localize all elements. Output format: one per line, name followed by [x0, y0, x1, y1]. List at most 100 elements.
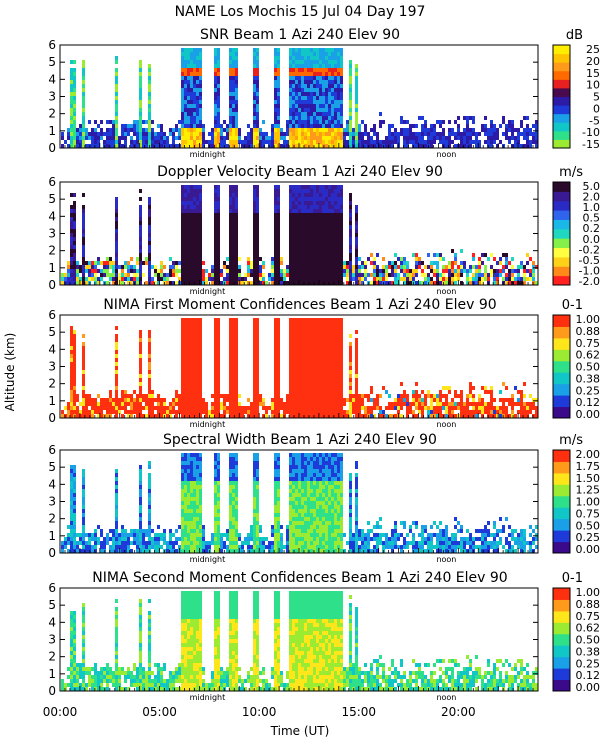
heatmap-cell: [445, 136, 448, 140]
heatmap-cell: [148, 140, 151, 144]
heatmap-cell: [70, 394, 73, 398]
heatmap-cell: [184, 60, 187, 64]
heatmap-cell: [469, 410, 472, 414]
heatmap-cell: [316, 318, 319, 322]
heatmap-cell: [517, 265, 520, 269]
heatmap-cell: [301, 193, 304, 197]
heatmap-cell: [193, 233, 196, 237]
heatmap-cell: [511, 406, 514, 410]
heatmap-cell: [100, 406, 103, 410]
heatmap-cell: [358, 273, 361, 277]
heatmap-cell: [250, 281, 253, 285]
heatmap-cell: [358, 144, 361, 148]
heatmap-cell: [337, 241, 340, 245]
heatmap-cell: [349, 68, 352, 72]
heatmap-cell: [322, 132, 325, 136]
heatmap-cell: [292, 112, 295, 116]
heatmap-cell: [346, 277, 349, 281]
heatmap-cell: [184, 84, 187, 88]
heatmap-cell: [187, 410, 190, 414]
heatmap-cell: [481, 261, 484, 265]
heatmap-cell: [319, 225, 322, 229]
heatmap-cell: [301, 132, 304, 136]
heatmap-cell: [325, 100, 328, 104]
heatmap-cell: [355, 68, 358, 72]
heatmap-cell: [466, 402, 469, 406]
heatmap-cell: [70, 350, 73, 354]
heatmap-cell: [184, 342, 187, 346]
heatmap-cell: [70, 132, 73, 136]
heatmap-cell: [334, 249, 337, 253]
heatmap-cell: [196, 334, 199, 338]
heatmap-cell: [217, 189, 220, 193]
heatmap-cell: [256, 233, 259, 237]
heatmap-cell: [217, 346, 220, 350]
heatmap-cell: [274, 342, 277, 346]
heatmap-cell: [169, 406, 172, 410]
heatmap-cell: [217, 213, 220, 217]
heatmap-cell: [265, 406, 268, 410]
heatmap-cell: [73, 257, 76, 261]
heatmap-cell: [469, 394, 472, 398]
heatmap-cell: [472, 116, 475, 120]
heatmap-cell: [196, 390, 199, 394]
heatmap-cell: [304, 386, 307, 390]
heatmap-cell: [283, 277, 286, 281]
heatmap-cell: [85, 394, 88, 398]
heatmap-cell: [181, 366, 184, 370]
heatmap-cell: [289, 326, 292, 330]
heatmap-cell: [520, 265, 523, 269]
heatmap-cell: [73, 366, 76, 370]
heatmap-cell: [391, 281, 394, 285]
heatmap-cell: [310, 104, 313, 108]
heatmap-cell: [181, 124, 184, 128]
heatmap-cell: [334, 261, 337, 265]
heatmap-cell: [193, 193, 196, 197]
heatmap-cell: [193, 386, 196, 390]
heatmap-cell: [295, 64, 298, 68]
heatmap-cell: [277, 277, 280, 281]
heatmap-cell: [340, 245, 343, 249]
heatmap-cell: [193, 140, 196, 144]
heatmap-cell: [316, 261, 319, 265]
colorbar-segment: [553, 139, 570, 149]
heatmap-cell: [115, 237, 118, 241]
heatmap-cell: [295, 370, 298, 374]
heatmap-cell: [355, 350, 358, 354]
heatmap-cell: [316, 84, 319, 88]
heatmap-cell: [457, 116, 460, 120]
heatmap-cell: [343, 398, 346, 402]
heatmap-cell: [298, 273, 301, 277]
heatmap-cell: [304, 410, 307, 414]
heatmap-cell: [316, 362, 319, 366]
heatmap-cell: [190, 217, 193, 221]
heatmap-cell: [292, 390, 295, 394]
heatmap-cell: [184, 100, 187, 104]
heatmap-cell: [274, 213, 277, 217]
heatmap-cell: [232, 88, 235, 92]
heatmap-cell: [292, 96, 295, 100]
heatmap-cell: [319, 88, 322, 92]
heatmap-cell: [439, 257, 442, 261]
heatmap-cell: [148, 382, 151, 386]
heatmap-cell: [214, 96, 217, 100]
heatmap-cell: [349, 382, 352, 386]
heatmap-cell: [406, 414, 409, 418]
heatmap-cell: [409, 281, 412, 285]
heatmap-cell: [331, 221, 334, 225]
heatmap-cell: [283, 281, 286, 285]
heatmap-cell: [319, 398, 322, 402]
heatmap-cell: [472, 394, 475, 398]
heatmap-cell: [217, 342, 220, 346]
heatmap-cell: [340, 374, 343, 378]
heatmap-cell: [277, 394, 280, 398]
heatmap-cell: [385, 390, 388, 394]
heatmap-cell: [295, 342, 298, 346]
heatmap-cell: [328, 354, 331, 358]
heatmap-cell: [253, 330, 256, 334]
heatmap-cell: [292, 221, 295, 225]
heatmap-cell: [418, 261, 421, 265]
heatmap-cell: [88, 394, 91, 398]
heatmap-cell: [178, 136, 181, 140]
heatmap-cell: [475, 265, 478, 269]
